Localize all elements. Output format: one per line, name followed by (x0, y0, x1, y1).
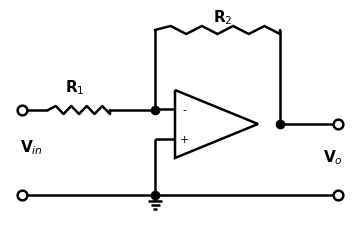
Text: R$_2$: R$_2$ (213, 9, 232, 27)
Text: V$_{in}$: V$_{in}$ (20, 139, 43, 157)
Text: -: - (182, 105, 186, 115)
Text: +: + (179, 135, 189, 145)
Text: R$_1$: R$_1$ (65, 79, 85, 97)
Text: V$_o$: V$_o$ (323, 149, 343, 167)
